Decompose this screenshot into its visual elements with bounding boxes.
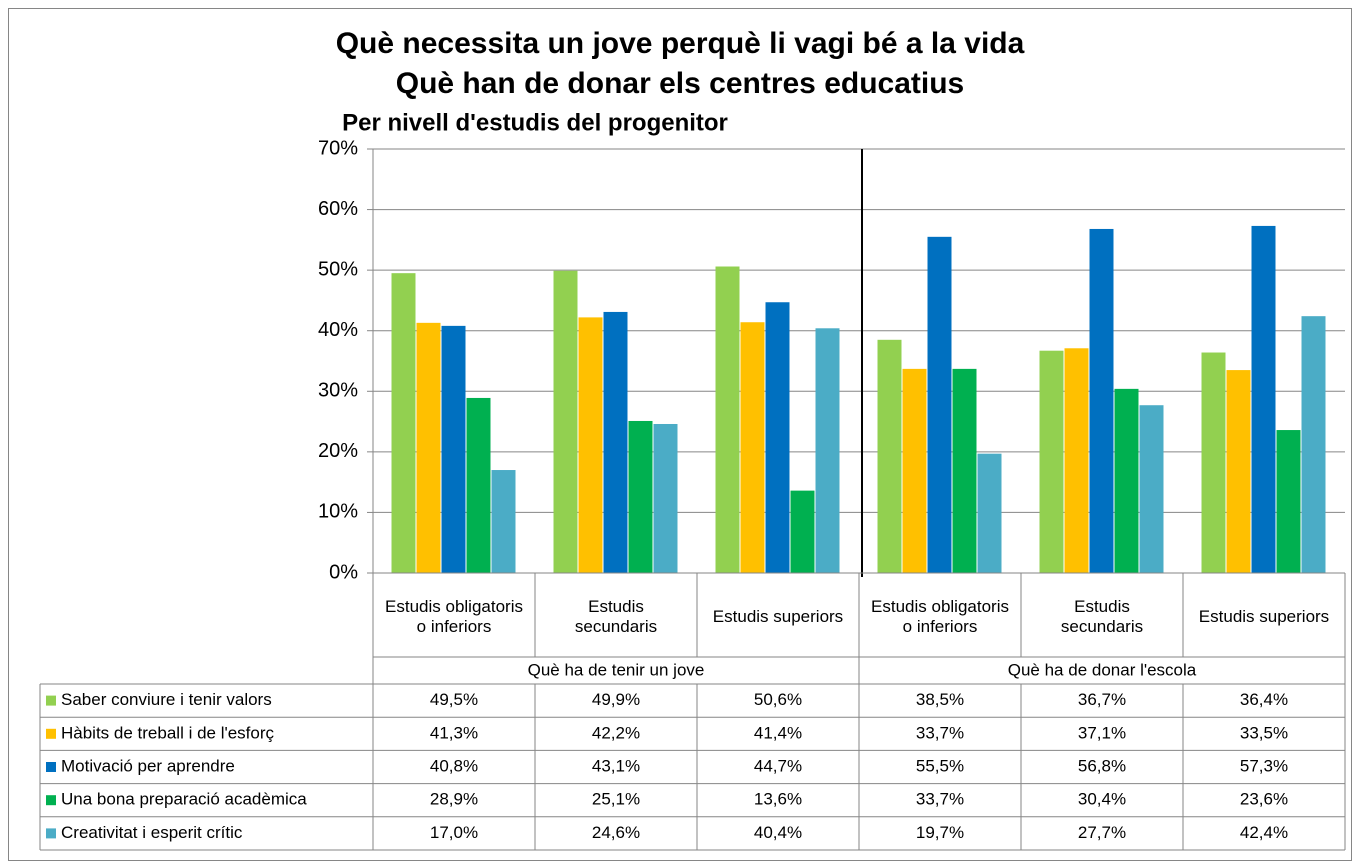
data-table-cell: 24,6% — [592, 823, 640, 842]
bar — [578, 317, 603, 573]
bar — [977, 453, 1002, 573]
bar — [902, 368, 927, 573]
data-table-cell: 19,7% — [916, 823, 964, 842]
bar — [1301, 316, 1326, 573]
x-tick-label: Estudis obligatoris o inferiors — [385, 597, 523, 636]
data-table-cell: 27,7% — [1078, 823, 1126, 842]
chart-subtitle: Per nivell d'estudis del progenitor — [342, 109, 728, 136]
y-tick-label: 40% — [318, 319, 358, 341]
bar — [1064, 348, 1089, 573]
bar — [628, 420, 653, 573]
data-table-cell: 33,7% — [916, 790, 964, 809]
data-table-cell: 57,3% — [1240, 756, 1288, 775]
bar — [952, 368, 977, 573]
bar — [1139, 405, 1164, 573]
bar — [491, 470, 516, 573]
data-table-cell: 28,9% — [430, 790, 478, 809]
bar — [715, 266, 740, 573]
data-table-cell: 40,8% — [430, 756, 478, 775]
data-table-cell: 33,5% — [1240, 723, 1288, 742]
data-table-cell: 55,5% — [916, 756, 964, 775]
data-table-cell: 43,1% — [592, 756, 640, 775]
data-table-cell: 23,6% — [1240, 790, 1288, 809]
bar — [765, 302, 790, 573]
data-table-cell: 36,4% — [1240, 690, 1288, 709]
bar — [416, 322, 441, 573]
legend-label: Creativitat i esperit crític — [61, 823, 243, 842]
data-table-cell: 36,7% — [1078, 690, 1126, 709]
legend-key — [46, 795, 56, 806]
legend-label: Una bona preparació acadèmica — [61, 790, 307, 809]
x-tick-label: Estudis superiors — [1198, 607, 1330, 626]
chart-title: Què necessita un jove perquè li vagi bé … — [336, 27, 1025, 60]
data-table-cell: 50,6% — [754, 690, 802, 709]
x-tick-label: Estudis obligatoris o inferiors — [871, 597, 1009, 636]
data-table-cell: 38,5% — [916, 690, 964, 709]
legend-key — [46, 828, 56, 839]
bar — [1089, 228, 1114, 573]
legend-key — [46, 762, 56, 772]
bar — [1251, 225, 1276, 573]
bar — [1201, 352, 1226, 573]
legend-key — [46, 695, 56, 706]
data-table-cell: 25,1% — [592, 790, 640, 809]
y-tick-label: 50% — [318, 258, 358, 280]
bar — [815, 328, 840, 573]
data-table-cell: 13,6% — [754, 790, 802, 809]
data-table-cell: 41,3% — [430, 723, 478, 742]
bar — [790, 490, 815, 573]
x-group-label: Què ha de donar l'escola — [1008, 660, 1197, 679]
bar — [740, 322, 765, 573]
data-table-cell: 42,4% — [1240, 823, 1288, 842]
bar — [391, 273, 416, 573]
legend-label: Saber conviure i tenir valors — [61, 690, 272, 709]
x-tick-label: Estudis secundaris — [1060, 597, 1144, 636]
x-tick-label: Estudis superiors — [712, 607, 844, 626]
data-table-cell: 41,4% — [754, 723, 802, 742]
chart-title: Què han de donar els centres educatius — [396, 67, 965, 100]
data-table-cell: 37,1% — [1078, 723, 1126, 742]
legend-label: Motivació per aprendre — [61, 756, 235, 775]
bar — [1114, 388, 1139, 573]
data-table-cell: 56,8% — [1078, 756, 1126, 775]
y-tick-label: 0% — [329, 561, 358, 583]
y-tick-label: 30% — [318, 380, 358, 402]
bar — [877, 339, 902, 573]
data-table-cell: 40,4% — [754, 823, 802, 842]
data-table-cell: 49,9% — [592, 690, 640, 709]
y-tick-label: 20% — [318, 440, 358, 462]
legend-key — [46, 728, 56, 739]
y-tick-label: 10% — [318, 501, 358, 523]
data-table-cell: 49,5% — [430, 690, 478, 709]
legend-label: Hàbits de treball i de l'esforç — [61, 723, 275, 742]
data-table-cell: 30,4% — [1078, 790, 1126, 809]
bar — [466, 397, 491, 573]
data-table-cell: 33,7% — [916, 723, 964, 742]
y-tick-label: 60% — [318, 198, 358, 220]
bar — [441, 325, 466, 573]
x-tick-label: Estudis secundaris — [574, 597, 658, 636]
bar — [1276, 430, 1301, 573]
bar — [1039, 350, 1064, 573]
bar — [553, 270, 578, 573]
bar — [1226, 370, 1251, 573]
bar — [603, 311, 628, 573]
data-table-cell: 17,0% — [430, 823, 478, 842]
bar — [927, 236, 952, 574]
x-group-label: Què ha de tenir un jove — [528, 660, 705, 679]
y-tick-label: 70% — [318, 137, 358, 159]
data-table-cell: 42,2% — [592, 723, 640, 742]
bar — [653, 423, 678, 573]
data-table-cell: 44,7% — [754, 756, 802, 775]
